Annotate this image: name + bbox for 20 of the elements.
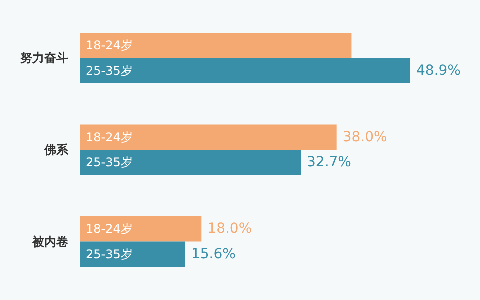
series-label: 25-35岁 [86, 156, 133, 170]
text: 25-35岁 [86, 247, 133, 262]
text: 25-35岁 [86, 64, 133, 78]
data-label: 48.9% [416, 62, 461, 79]
y-tick-label: 努力奋斗 [20, 51, 68, 66]
bar [80, 150, 302, 176]
text: 18-24岁 [86, 222, 133, 236]
y-tick-label: 佛系 [44, 143, 70, 157]
bar [80, 32, 352, 58]
data-label: 38.0% [342, 129, 388, 146]
series-label: 18-24岁 [86, 38, 133, 53]
data-label: 18.0% [208, 221, 252, 238]
y-tick-label: 被内卷 [32, 234, 68, 249]
bar [80, 216, 202, 242]
bar [80, 124, 337, 150]
bar [80, 58, 411, 84]
data-label: 32.7% [307, 154, 352, 171]
bar [80, 242, 186, 268]
text: 18-24岁 [86, 130, 133, 144]
data-label: 15.6% [191, 246, 236, 262]
